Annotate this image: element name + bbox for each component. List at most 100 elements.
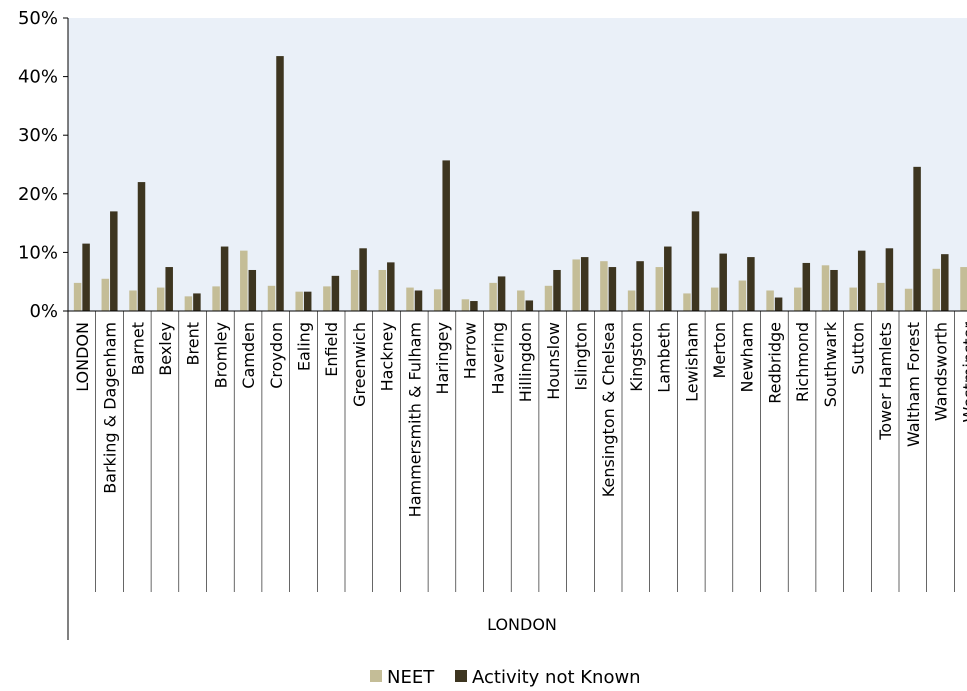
bar-activity-not-known [248, 269, 257, 311]
x-tick-label: Redbridge [765, 322, 784, 404]
bar-neet [517, 290, 525, 311]
x-tick-label: Kensington & Chelsea [599, 322, 618, 497]
bar-neet [73, 282, 82, 311]
bar-neet [378, 269, 387, 311]
legend: NEET Activity not Known [370, 667, 641, 688]
bar-activity-not-known [276, 56, 284, 312]
bar-neet [323, 286, 331, 311]
y-tick-label: 0% [29, 301, 58, 322]
bar-activity-not-known [220, 246, 229, 311]
bar-neet [129, 290, 137, 311]
x-tick-label: Lewisham [682, 322, 701, 402]
y-tick-label: 50% [18, 8, 58, 29]
bar-activity-not-known [691, 211, 700, 311]
x-tick-label: Brent [184, 322, 203, 365]
x-tick-label: Tower Hamlets [876, 322, 895, 441]
bar-activity-not-known [580, 257, 589, 311]
legend-label-activity-not-known: Activity not Known [472, 667, 641, 688]
bar-activity-not-known [82, 243, 90, 311]
x-tick-label: Harrow [461, 322, 480, 379]
bar-activity-not-known [110, 211, 118, 311]
x-tick-label: Barking & Dagenham [101, 322, 120, 494]
bar-activity-not-known [664, 246, 672, 311]
bar-neet [904, 288, 913, 311]
bar-activity-not-known [303, 291, 312, 311]
plot-area [68, 18, 967, 311]
x-tick-label: Enfield [322, 322, 341, 377]
bar-activity-not-known [193, 293, 201, 311]
bar-neet [489, 282, 497, 311]
x-tick-label: Hounslow [544, 322, 563, 400]
x-tick-label: Ealing [294, 322, 313, 371]
bar-activity-not-known [608, 267, 617, 311]
bar-neet [683, 293, 691, 311]
x-tick-label: Camden [239, 322, 258, 389]
x-tick-label: Westminster [959, 322, 967, 423]
bar-neet [932, 268, 941, 311]
bar-activity-not-known [885, 248, 894, 311]
x-tick-label: Croydon [267, 322, 286, 389]
bar-activity-not-known [165, 267, 173, 311]
x-tick-label: Wandsworth [932, 322, 951, 421]
x-tick-label: Richmond [793, 322, 812, 402]
legend-label-neet: NEET [387, 667, 435, 688]
bar-activity-not-known [774, 297, 783, 311]
bar-activity-not-known [941, 254, 949, 311]
bar-neet [794, 287, 802, 311]
bar-activity-not-known [553, 269, 561, 311]
bar-neet [627, 290, 636, 311]
x-tick-label: Barnet [128, 322, 147, 375]
bar-neet [184, 296, 193, 311]
x-tick-label: Bexley [156, 322, 175, 376]
y-tick-label: 40% [18, 67, 58, 88]
bar-activity-not-known [442, 160, 450, 311]
bar-activity-not-known [387, 262, 395, 311]
bar-neet [295, 291, 303, 311]
bar-activity-not-known [636, 261, 644, 311]
y-tick-label: 10% [18, 242, 58, 263]
bar-neet [240, 250, 248, 311]
x-tick-label: Bromley [211, 322, 230, 388]
bar-activity-not-known [359, 248, 367, 311]
bar-activity-not-known [719, 253, 727, 311]
bar-activity-not-known [331, 275, 340, 311]
x-tick-label: Haringey [433, 322, 452, 394]
x-tick-label: Merton [710, 322, 729, 378]
bar-neet [600, 261, 608, 311]
bar-neet [350, 269, 359, 311]
bar-neet [960, 267, 967, 311]
x-tick-label: Islington [571, 322, 590, 390]
bar-neet [849, 287, 857, 311]
x-tick-label: Kingston [627, 322, 646, 392]
x-group-label: LONDON [487, 615, 557, 634]
bar-activity-not-known [857, 250, 866, 311]
y-tick-label: 20% [18, 184, 58, 205]
x-tick-label: Waltham Forest [904, 322, 923, 447]
bar-neet [877, 282, 885, 311]
bar-neet [267, 285, 276, 311]
bar-activity-not-known [525, 300, 534, 311]
y-tick-label: 30% [18, 125, 58, 146]
bar-activity-not-known [747, 257, 755, 311]
x-tick-label: Greenwich [350, 322, 369, 407]
legend-swatch-activity-not-known [455, 670, 467, 682]
x-tick-label: LONDON [73, 322, 92, 392]
bar-neet [821, 265, 830, 311]
bar-activity-not-known [802, 262, 811, 311]
x-tick-label: Sutton [848, 322, 867, 375]
x-tick-label: Newham [738, 322, 757, 392]
bars [73, 56, 967, 312]
bar-neet [156, 287, 165, 311]
bar-activity-not-known [470, 301, 478, 311]
x-axis: LONDON Barking & Dagenham Barnet Bexley Bren… [68, 310, 967, 592]
x-tick-label: Southwark [821, 321, 840, 407]
bar-neet [766, 290, 774, 311]
bar-neet [655, 267, 664, 311]
bar-activity-not-known [137, 182, 146, 311]
bar-neet [710, 287, 719, 311]
x-tick-label: Hillingdon [516, 322, 535, 402]
bar-neet [406, 287, 414, 311]
y-axis: 0% 10% 20% 30% 40% 50% [18, 8, 69, 640]
x-tick-label: Havering [488, 322, 507, 394]
